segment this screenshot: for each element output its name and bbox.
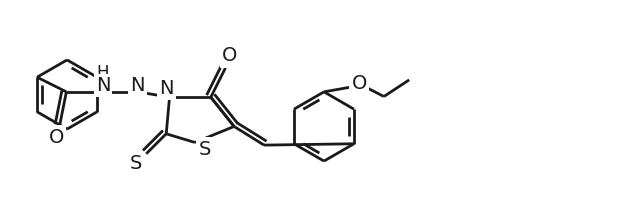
Text: N: N [96, 76, 110, 95]
Text: S: S [130, 154, 143, 173]
Text: N: N [159, 79, 173, 98]
Text: O: O [222, 46, 237, 65]
Text: N: N [131, 76, 145, 95]
Text: H: H [97, 64, 109, 82]
Text: O: O [351, 74, 367, 93]
Text: S: S [198, 140, 211, 159]
Text: O: O [49, 128, 64, 147]
